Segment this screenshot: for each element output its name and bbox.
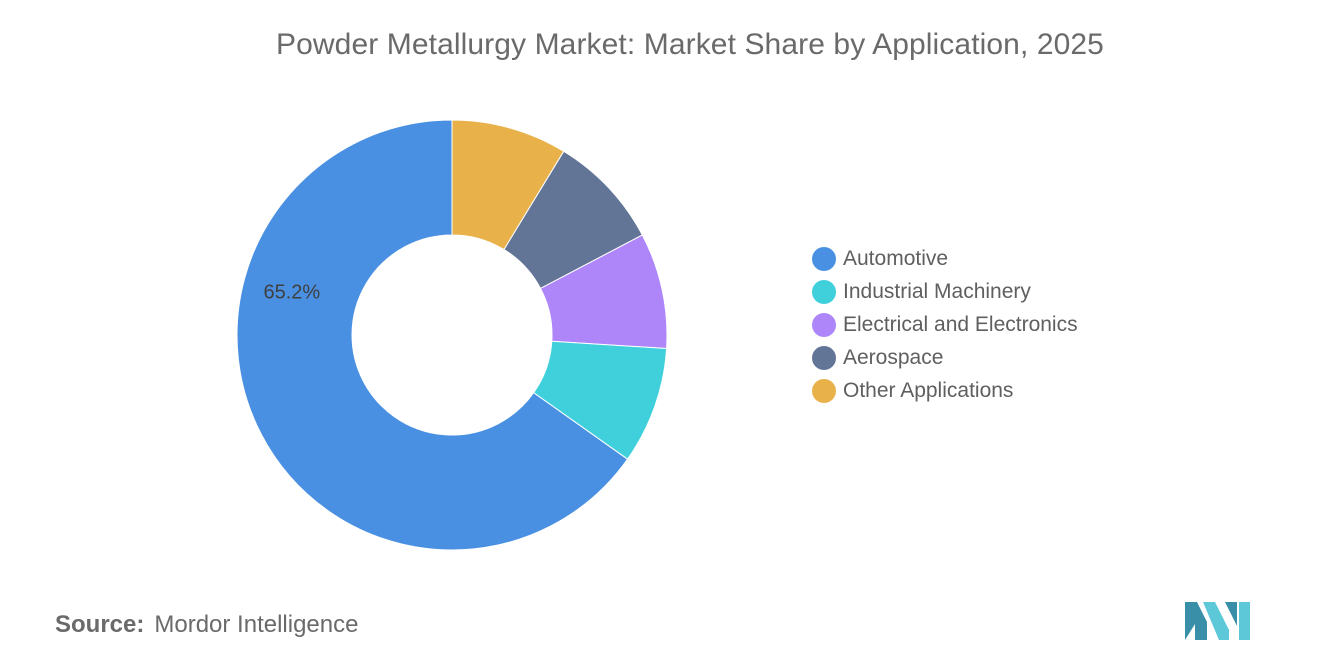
source-label: Source: (55, 611, 145, 638)
legend-item-automotive: Automotive (812, 242, 1212, 275)
source-value: Mordor Intelligence (154, 611, 359, 638)
donut-slices (236, 119, 668, 551)
legend-item-industrial-machinery: Industrial Machinery (812, 275, 1212, 308)
legend-swatch (812, 279, 836, 304)
legend-swatch (812, 345, 836, 370)
legend-swatch (812, 246, 836, 271)
logo-shape-1 (1185, 602, 1207, 640)
legend-item-electrical-and-electronics: Electrical and Electronics (812, 308, 1212, 341)
slice-automotive (236, 119, 629, 551)
legend-item-aerospace: Aerospace (812, 341, 1212, 374)
legend-swatch (812, 378, 836, 403)
legend-swatch (812, 312, 836, 337)
legend-label: Other Applications (843, 378, 1014, 402)
legend-label: Aerospace (843, 345, 944, 369)
data-label-automotive: 65.2% (264, 281, 321, 303)
chart-title: Powder Metallurgy Market: Market Share b… (276, 28, 1104, 61)
legend-label: Industrial Machinery (843, 279, 1031, 303)
legend-item-other-applications: Other Applications (812, 374, 1212, 407)
legend-label: Electrical and Electronics (843, 312, 1078, 336)
donut-labels: 65.2% (264, 281, 321, 303)
mordor-intelligence-logo (1185, 602, 1250, 640)
chart-legend: Automotive Industrial Machinery Electrical… (812, 242, 1212, 407)
logo-shape-3 (1225, 602, 1237, 626)
logo-shape-2 (1203, 602, 1229, 640)
logo-shape-4 (1239, 602, 1250, 640)
legend-label: Automotive (843, 246, 949, 270)
source-note: Source: Mordor Intelligence (55, 611, 358, 639)
